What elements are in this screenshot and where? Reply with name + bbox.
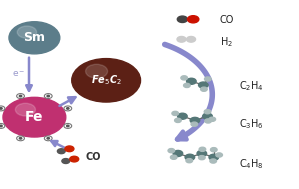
- Circle shape: [170, 155, 177, 159]
- Text: H$_2$: H$_2$: [220, 36, 233, 50]
- Circle shape: [0, 108, 2, 109]
- Circle shape: [57, 149, 65, 154]
- Circle shape: [19, 95, 22, 97]
- Circle shape: [47, 138, 49, 139]
- Circle shape: [210, 148, 217, 152]
- Circle shape: [65, 146, 74, 152]
- Circle shape: [168, 149, 175, 153]
- Circle shape: [67, 125, 69, 127]
- Circle shape: [15, 103, 36, 116]
- Circle shape: [177, 16, 187, 22]
- Circle shape: [199, 156, 205, 160]
- Circle shape: [186, 159, 193, 163]
- Circle shape: [199, 82, 208, 88]
- Circle shape: [187, 16, 199, 23]
- Text: CO: CO: [220, 15, 234, 25]
- Text: Fe$_5$C$_2$: Fe$_5$C$_2$: [91, 73, 122, 87]
- Circle shape: [205, 77, 211, 81]
- Text: Fe: Fe: [25, 110, 44, 124]
- Circle shape: [9, 22, 60, 54]
- Circle shape: [172, 111, 179, 115]
- Circle shape: [209, 117, 216, 121]
- Circle shape: [203, 113, 212, 119]
- Circle shape: [191, 122, 198, 126]
- Circle shape: [209, 154, 219, 160]
- Circle shape: [184, 83, 190, 88]
- Circle shape: [210, 159, 216, 163]
- Circle shape: [19, 138, 22, 139]
- Circle shape: [47, 95, 49, 97]
- Circle shape: [0, 125, 2, 127]
- Circle shape: [62, 159, 70, 163]
- Circle shape: [67, 108, 69, 109]
- Circle shape: [17, 26, 36, 38]
- Text: e$^-$: e$^-$: [12, 70, 25, 79]
- Text: C$_2$H$_4$: C$_2$H$_4$: [239, 79, 264, 93]
- Text: C$_3$H$_6$: C$_3$H$_6$: [239, 117, 264, 131]
- Circle shape: [187, 78, 196, 84]
- Circle shape: [177, 36, 186, 42]
- Text: CO: CO: [85, 152, 101, 162]
- Text: C$_4$H$_8$: C$_4$H$_8$: [239, 157, 264, 171]
- Text: Sm: Sm: [23, 31, 45, 44]
- Circle shape: [205, 119, 211, 123]
- Circle shape: [175, 118, 181, 122]
- Circle shape: [3, 97, 66, 137]
- Circle shape: [201, 87, 207, 91]
- Circle shape: [181, 76, 187, 80]
- Circle shape: [185, 154, 195, 160]
- Circle shape: [72, 59, 141, 102]
- Circle shape: [190, 117, 200, 123]
- Circle shape: [70, 156, 79, 162]
- Circle shape: [178, 113, 187, 119]
- Circle shape: [197, 150, 207, 156]
- Circle shape: [187, 36, 196, 42]
- Circle shape: [173, 150, 183, 156]
- Circle shape: [199, 147, 206, 151]
- Circle shape: [86, 64, 108, 78]
- Circle shape: [204, 110, 211, 114]
- Circle shape: [216, 153, 222, 157]
